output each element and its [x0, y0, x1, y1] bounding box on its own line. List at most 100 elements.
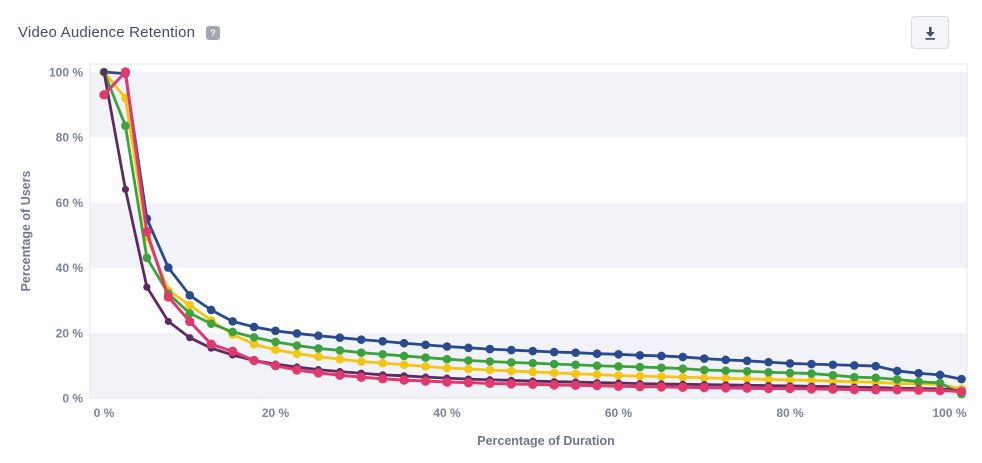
series-green-point[interactable]	[571, 360, 580, 370]
series-yellow-point[interactable]	[292, 349, 302, 358]
series-pink-point[interactable]	[356, 372, 366, 382]
series-green-point[interactable]	[507, 358, 516, 367]
series-navy-point[interactable]	[785, 359, 795, 368]
series-pink-point[interactable]	[206, 339, 216, 349]
series-navy-point[interactable]	[271, 326, 280, 336]
help-icon[interactable]: ?	[206, 26, 220, 40]
series-pink-point[interactable]	[849, 384, 860, 395]
series-pink-point[interactable]	[249, 355, 259, 366]
series-green-point[interactable]	[614, 362, 623, 371]
series-pink-point[interactable]	[549, 380, 559, 390]
series-pink-point[interactable]	[956, 386, 967, 397]
series-purple-point[interactable]	[164, 317, 172, 325]
series-navy-point[interactable]	[421, 340, 430, 350]
series-navy-point[interactable]	[592, 349, 602, 358]
series-pink-point[interactable]	[699, 382, 709, 393]
series-yellow-point[interactable]	[528, 367, 538, 377]
series-green-point[interactable]	[228, 327, 237, 337]
series-green-point[interactable]	[378, 350, 387, 359]
series-green-point[interactable]	[742, 366, 752, 376]
series-pink-point[interactable]	[592, 380, 602, 391]
series-green-point[interactable]	[914, 377, 923, 387]
series-navy-point[interactable]	[871, 361, 881, 371]
series-yellow-point[interactable]	[442, 363, 452, 373]
series-navy-point[interactable]	[828, 360, 838, 370]
series-pink-point[interactable]	[142, 227, 152, 237]
series-green-point[interactable]	[206, 319, 216, 328]
series-pink-point[interactable]	[185, 316, 195, 327]
series-green-point[interactable]	[356, 348, 366, 357]
series-pink-point[interactable]	[806, 384, 817, 394]
series-navy-point[interactable]	[185, 291, 195, 300]
series-green-point[interactable]	[785, 368, 795, 378]
series-navy-point[interactable]	[549, 347, 559, 357]
series-yellow-point[interactable]	[185, 300, 195, 310]
series-navy-point[interactable]	[571, 348, 580, 357]
series-navy-point[interactable]	[378, 336, 387, 346]
series-navy-point[interactable]	[485, 344, 495, 354]
series-pink-point[interactable]	[742, 383, 752, 393]
series-yellow-point[interactable]	[549, 368, 559, 378]
series-yellow-point[interactable]	[421, 362, 430, 371]
series-green-point[interactable]	[657, 363, 666, 372]
series-pink-point[interactable]	[399, 375, 409, 385]
series-yellow-point[interactable]	[764, 375, 773, 384]
series-yellow-point[interactable]	[699, 373, 709, 383]
series-pink-point[interactable]	[935, 385, 945, 396]
series-pink-point[interactable]	[678, 382, 688, 392]
series-yellow-point[interactable]	[271, 345, 280, 355]
series-navy-point[interactable]	[699, 354, 709, 363]
series-yellow-point[interactable]	[678, 372, 688, 382]
series-yellow-point[interactable]	[614, 371, 623, 380]
series-yellow-point[interactable]	[807, 376, 816, 385]
series-green-point[interactable]	[121, 121, 130, 131]
series-yellow-point[interactable]	[635, 371, 645, 381]
series-green-point[interactable]	[421, 353, 430, 362]
series-green-point[interactable]	[335, 346, 345, 355]
series-green-point[interactable]	[442, 354, 452, 364]
series-pink-point[interactable]	[528, 379, 538, 390]
series-purple-point[interactable]	[100, 68, 108, 76]
series-pink[interactable]	[99, 67, 967, 397]
series-navy-point[interactable]	[742, 356, 752, 366]
series-green-point[interactable]	[549, 359, 559, 369]
series-green-point[interactable]	[807, 369, 816, 378]
series-green-point[interactable]	[828, 370, 838, 380]
series-yellow-point[interactable]	[249, 339, 259, 349]
series-green-point[interactable]	[892, 375, 902, 384]
series-pink-point[interactable]	[120, 67, 131, 77]
series-green-point[interactable]	[850, 372, 859, 382]
series-yellow-point[interactable]	[399, 360, 409, 370]
series-navy-point[interactable]	[721, 355, 730, 365]
series-pink-point[interactable]	[163, 292, 174, 302]
series-purple-point[interactable]	[143, 283, 151, 291]
series-navy-point[interactable]	[657, 351, 666, 361]
series-pink-point[interactable]	[227, 346, 238, 357]
series-pink-point[interactable]	[463, 377, 474, 388]
series-navy-point[interactable]	[228, 317, 237, 326]
series-navy-point[interactable]	[914, 368, 923, 378]
series-yellow-point[interactable]	[378, 358, 387, 368]
series-green-point[interactable]	[678, 364, 688, 373]
series-pink-point[interactable]	[828, 384, 838, 394]
series-green-point[interactable]	[292, 341, 302, 350]
series-pink-point[interactable]	[442, 377, 452, 387]
series-navy-point[interactable]	[635, 350, 645, 360]
series-pink-point[interactable]	[892, 385, 902, 395]
series-green-point[interactable]	[464, 356, 473, 365]
series-navy-point[interactable]	[249, 322, 259, 332]
series-yellow-point[interactable]	[571, 369, 580, 379]
series-yellow-point[interactable]	[507, 366, 516, 376]
series-pink-point[interactable]	[635, 381, 645, 392]
series-green-point[interactable]	[935, 378, 945, 388]
series-green-point[interactable]	[142, 253, 152, 263]
download-button[interactable]	[911, 16, 949, 49]
series-navy-point[interactable]	[206, 305, 216, 315]
series-navy-point[interactable]	[314, 331, 323, 341]
series-navy-point[interactable]	[292, 329, 302, 338]
series-yellow-point[interactable]	[335, 354, 345, 364]
series-green-point[interactable]	[699, 365, 709, 375]
series-navy-point[interactable]	[957, 374, 966, 384]
series-green-point[interactable]	[249, 333, 259, 342]
